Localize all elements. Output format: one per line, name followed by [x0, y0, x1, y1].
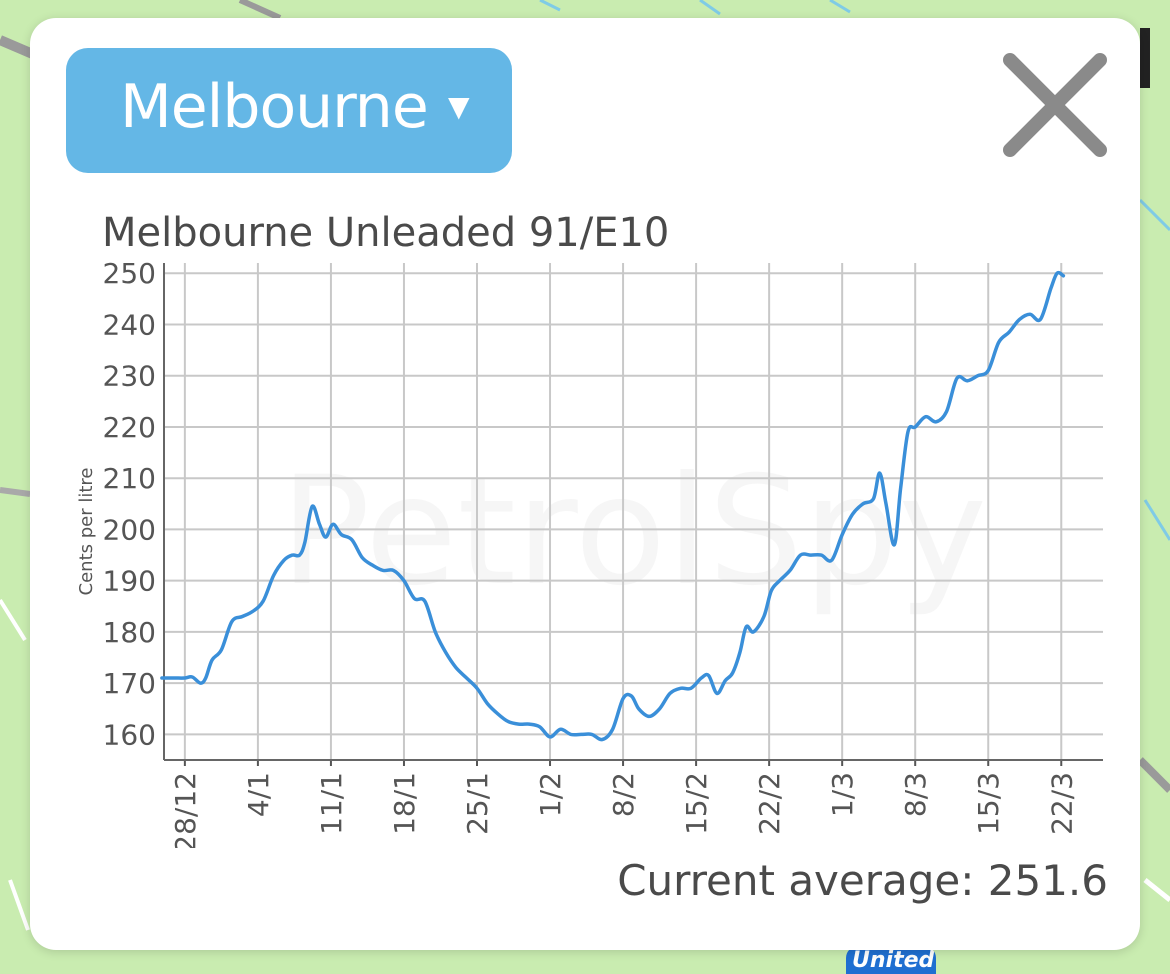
x-tick-label: 15/3: [972, 772, 1005, 835]
chevron-down-icon: ▼: [448, 90, 470, 123]
price-chart-popup: Melbourne ▼ Melbourne Unleaded 91/E10 Pe…: [30, 18, 1140, 950]
map-badge-label: United: [852, 948, 935, 973]
x-tick-label: 1/3: [826, 772, 859, 817]
x-tick-label: 15/2: [680, 772, 713, 835]
y-tick-label: 170: [103, 667, 156, 700]
city-selector-label: Melbourne: [120, 72, 429, 142]
x-tick-label: 25/1: [461, 772, 494, 835]
x-tick-label: 22/3: [1045, 772, 1078, 835]
y-tick-label: 180: [103, 616, 156, 649]
chart-title: Melbourne Unleaded 91/E10: [102, 210, 670, 256]
close-icon: [1003, 53, 1107, 157]
watermark-text: PetrolSpy: [280, 445, 987, 619]
x-tick-label: 28/12: [169, 772, 202, 848]
x-tick-label: 18/1: [388, 772, 421, 835]
y-tick-label: 190: [103, 565, 156, 598]
map-badge: United: [846, 946, 936, 974]
price-series-line: [160, 270, 1066, 742]
x-tick-label: 1/2: [534, 772, 567, 817]
y-tick-label: 230: [103, 360, 156, 393]
city-selector-button[interactable]: Melbourne ▼: [66, 48, 512, 173]
y-tick-label: 210: [103, 462, 156, 495]
y-tick-label: 250: [103, 257, 156, 290]
y-tick-label: 200: [103, 513, 156, 546]
y-axis-label: Cents per litre: [76, 468, 97, 596]
price-line-chart: PetrolSpy 160 170 180 190 200 210 220 230 240 250…: [76, 257, 1103, 848]
y-tick-label: 160: [103, 718, 156, 751]
x-tick-label: 8/2: [607, 772, 640, 817]
x-tick-label: 22/2: [753, 772, 786, 835]
x-tick-label: 11/1: [315, 772, 348, 835]
x-tick-label: 4/1: [242, 772, 275, 817]
y-tick-label: 220: [103, 411, 156, 444]
x-tick-label: 8/3: [899, 772, 932, 817]
current-average: Current average: 251.6: [617, 856, 1108, 905]
close-button[interactable]: [1000, 50, 1110, 160]
y-tick-label: 240: [103, 308, 156, 341]
